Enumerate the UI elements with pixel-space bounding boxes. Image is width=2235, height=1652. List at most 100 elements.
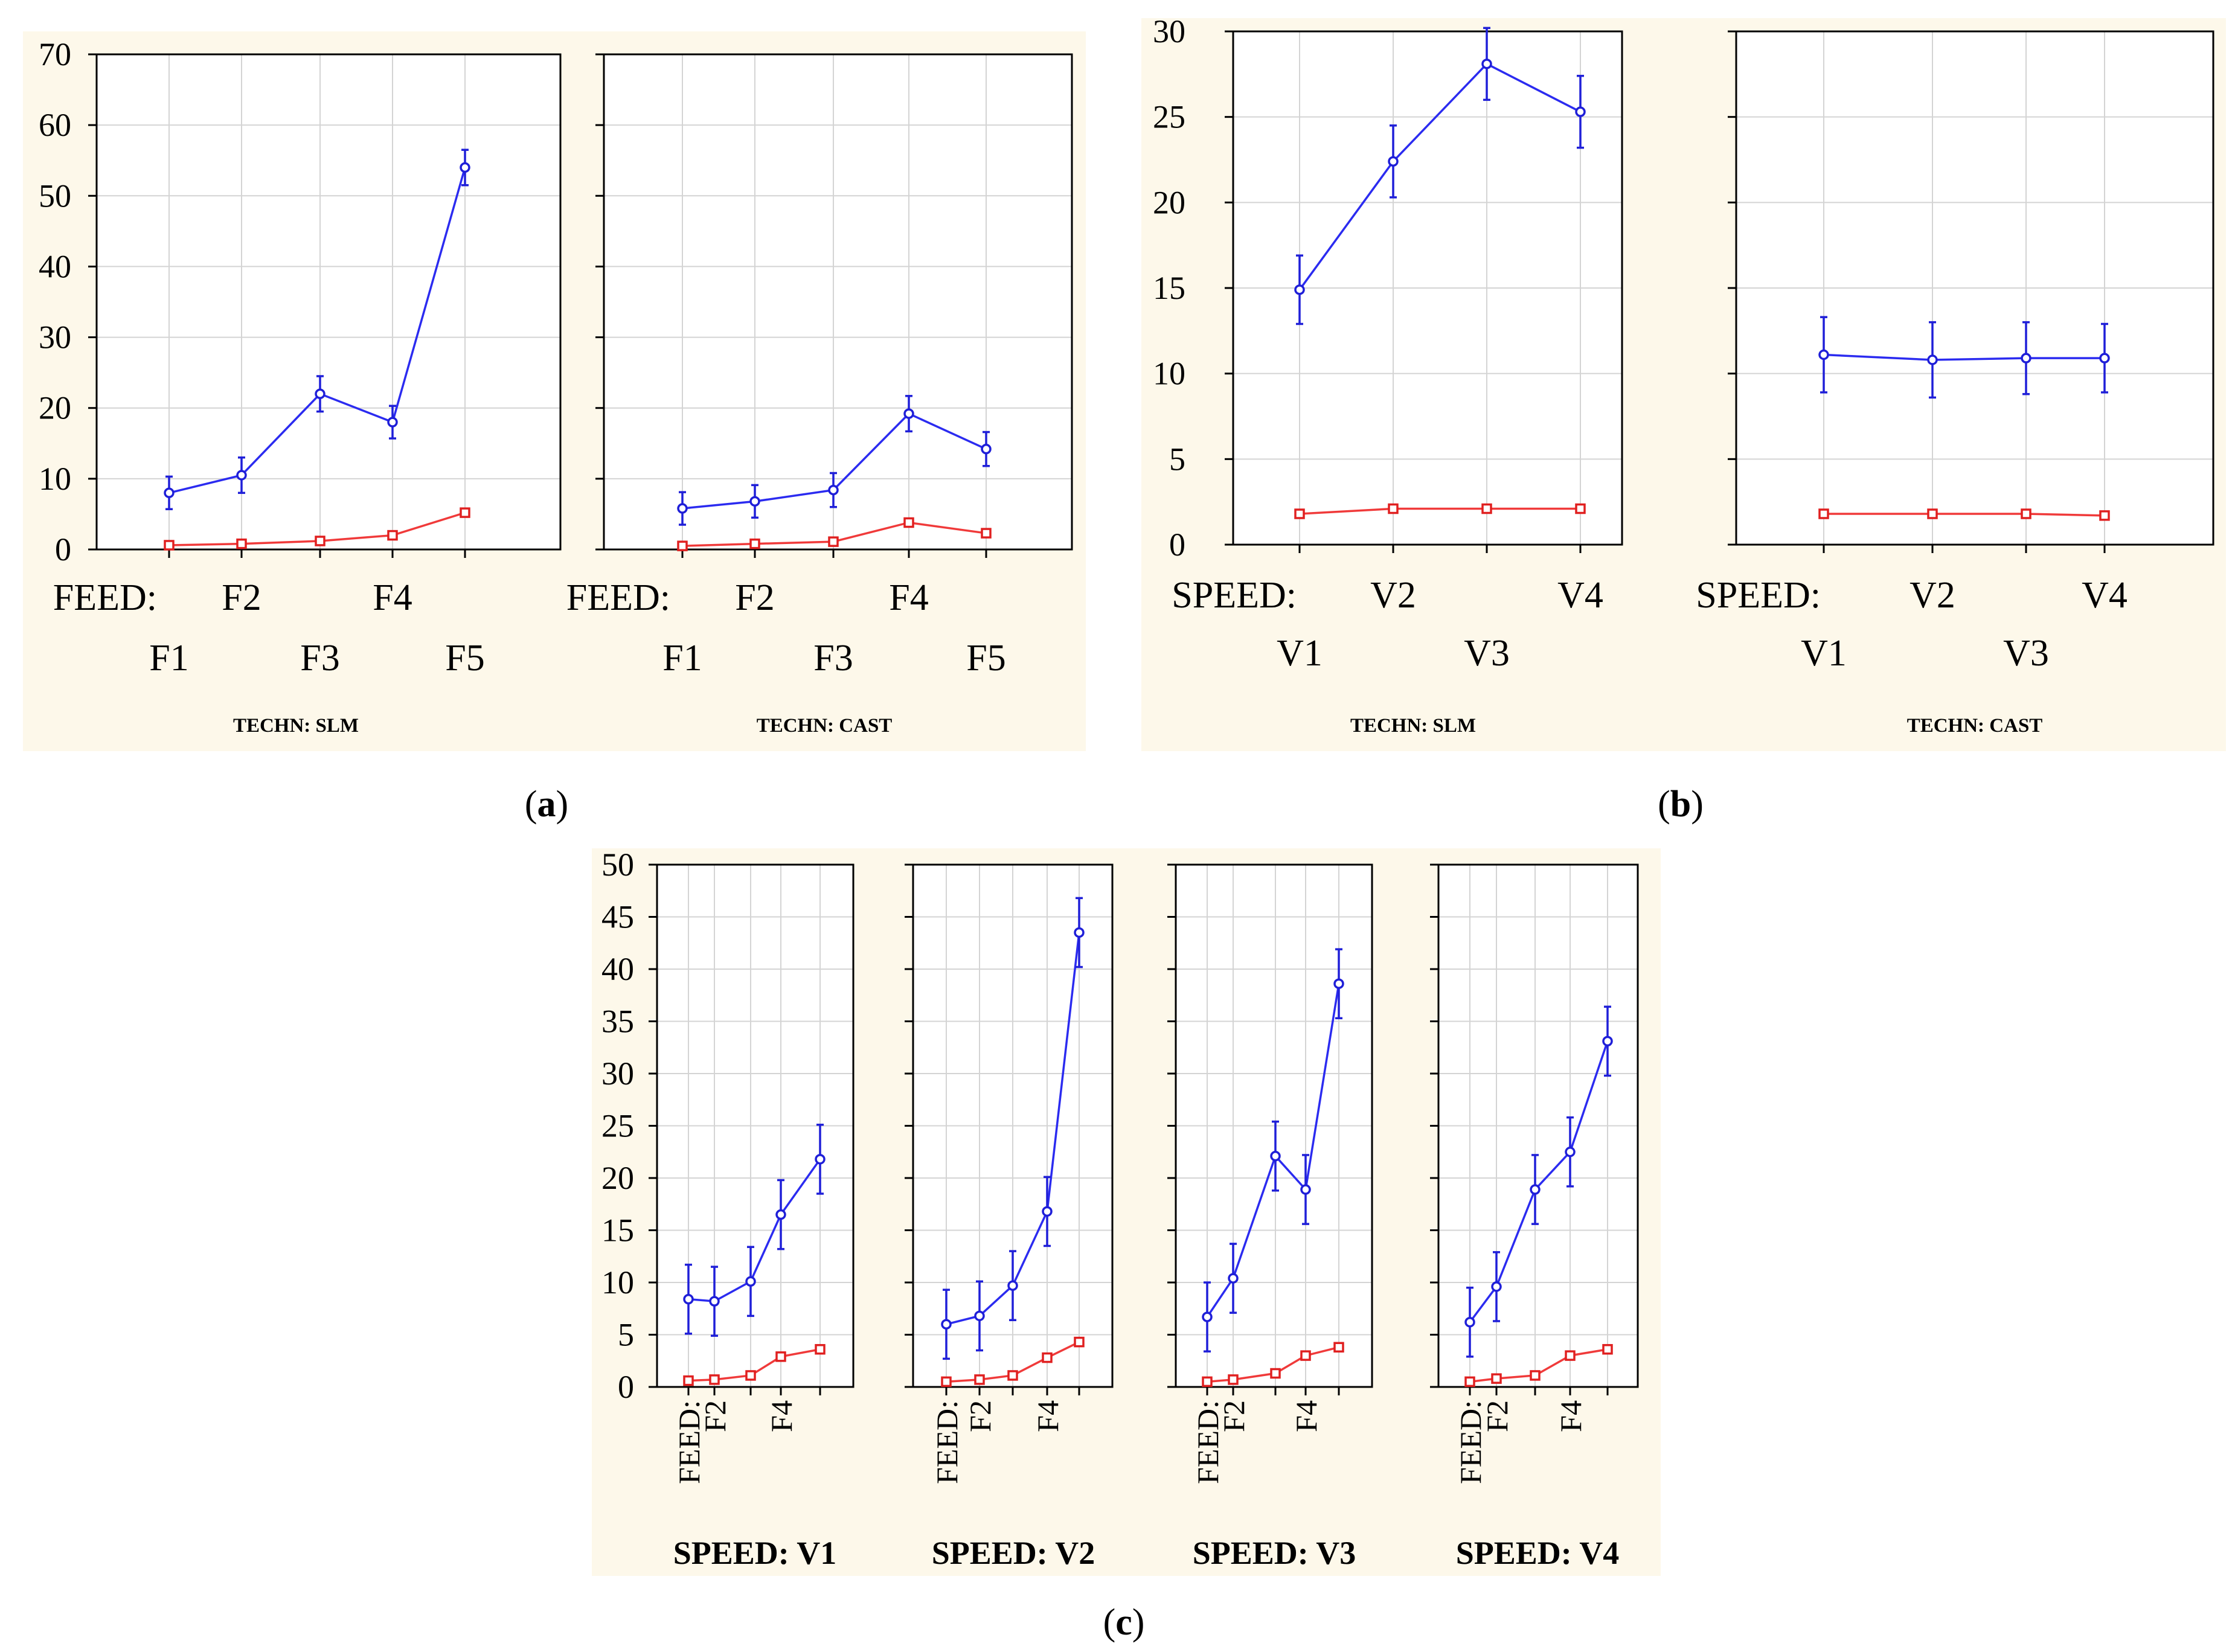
data-point-red: [828, 536, 839, 547]
plot-border: [95, 53, 562, 551]
x-tick-label: F4: [1554, 1400, 1588, 1432]
y-tick-label: 45: [601, 899, 634, 935]
x-tick-label: V3: [1464, 633, 1510, 674]
data-point-blue: [1294, 284, 1305, 295]
x-tick-label: F2: [222, 577, 261, 618]
data-point-red: [2099, 510, 2110, 521]
x-axis-prefix: SPEED:: [1696, 575, 1821, 616]
data-point-blue: [745, 1276, 756, 1287]
x-axis-prefix: SPEED:: [1172, 575, 1297, 616]
plot-border: [656, 863, 855, 1388]
panel-label: SPEED: V2: [932, 1535, 1095, 1571]
panel-label: SPEED: V4: [1456, 1535, 1620, 1571]
y-tick-label: 5: [1169, 441, 1185, 477]
data-point-red: [1042, 1352, 1053, 1363]
data-point-blue: [815, 1154, 826, 1165]
x-tick-label: F1: [149, 638, 188, 679]
data-point-red: [974, 1374, 985, 1385]
data-point-blue: [709, 1296, 720, 1307]
x-tick-label: V1: [1277, 633, 1323, 674]
y-tick-label: 70: [39, 36, 71, 72]
data-point-red: [1464, 1376, 1475, 1388]
data-point-blue: [2021, 353, 2031, 363]
data-point-blue: [460, 162, 470, 173]
plot-border: [1735, 30, 2214, 546]
data-point-blue: [1007, 1280, 1018, 1291]
y-tick-label: 20: [601, 1160, 634, 1196]
x-axis-prefix: FEED:: [566, 577, 670, 618]
y-tick-label: 25: [601, 1108, 634, 1144]
data-point-blue: [903, 408, 914, 419]
y-tick-label: 20: [39, 390, 71, 426]
x-tick-label: F4: [765, 1400, 798, 1432]
data-point-red: [460, 507, 470, 518]
x-tick-label: F4: [373, 577, 412, 618]
data-point-blue: [683, 1293, 694, 1305]
data-point-red: [1602, 1343, 1613, 1355]
panel-label: TECHN: CAST: [757, 715, 893, 737]
x-axis-prefix: FEED:: [53, 577, 157, 618]
x-tick-label: F2: [735, 577, 774, 618]
data-point-red: [1388, 503, 1399, 514]
y-tick-label: 0: [55, 531, 71, 568]
data-point-blue: [775, 1209, 786, 1220]
x-tick-label: F4: [1289, 1400, 1323, 1432]
chart-c-panel-1: 0 5 10 15 20 25 30 35 40 45 50 FEED:F2 F4 SPEED: V1: [601, 847, 855, 1571]
plot-border: [1437, 863, 1639, 1388]
x-tick-label: V4: [2082, 575, 2128, 616]
plot-border: [912, 863, 1114, 1388]
data-point-blue: [1300, 1184, 1311, 1195]
data-point-blue: [236, 470, 247, 481]
data-point-blue: [1270, 1150, 1281, 1162]
data-point-blue: [1530, 1184, 1541, 1195]
data-point-red: [1228, 1374, 1239, 1385]
data-point-red: [164, 540, 175, 551]
chart-c-panel-4: FEED:F2 F4 SPEED: V4: [1430, 863, 1639, 1571]
x-tick-label: V1: [1801, 633, 1847, 674]
data-point-red: [1818, 508, 1829, 519]
data-point-blue: [1818, 349, 1829, 360]
data-point-red: [677, 540, 688, 551]
y-tick-label: 60: [39, 107, 71, 143]
data-point-red: [1270, 1368, 1281, 1379]
chart-b-panel-2: SPEED: V1 V2 V3 V4 TECHN: CAST: [1696, 30, 2214, 737]
caption-a-letter: a: [537, 784, 556, 825]
x-tick-label: V3: [2003, 633, 2049, 674]
x-axis-prefix: FEED:: [1454, 1400, 1487, 1484]
data-point-blue: [315, 388, 325, 400]
y-tick-label: 10: [39, 461, 71, 497]
y-tick-label: 15: [601, 1212, 634, 1249]
data-point-red: [709, 1374, 720, 1385]
data-point-red: [315, 536, 325, 546]
data-point-red: [903, 517, 914, 528]
plot-frame: [95, 53, 562, 551]
data-point-red: [815, 1343, 826, 1355]
data-point-blue: [1388, 156, 1399, 167]
y-tick-label: 10: [1153, 356, 1185, 392]
chart-a-panel-2: FEED: F1 F2 F3 F4 F5 TECHN: CAST: [566, 53, 1073, 737]
x-tick-label: V2: [1370, 575, 1416, 616]
caption-a: (a): [525, 784, 568, 825]
plot-border: [603, 53, 1073, 551]
data-point-blue: [981, 443, 992, 455]
chart-b-panel-1: 0 5 10 15 20 25 30 SPEED: V1 V2 V3 V4 TECHN: SLM: [1153, 13, 1623, 737]
data-point-blue: [828, 484, 839, 496]
x-tick-label: F4: [1031, 1400, 1065, 1432]
data-point-red: [1491, 1373, 1502, 1384]
data-point-red: [387, 530, 398, 541]
data-point-red: [745, 1370, 756, 1381]
x-axis-prefix: FEED:: [672, 1400, 706, 1484]
caption-b: (b): [1658, 784, 1704, 825]
data-point-red: [1575, 503, 1586, 514]
y-tick-label: 5: [618, 1317, 634, 1353]
caption-c: (c): [1103, 1602, 1145, 1643]
data-point-blue: [1202, 1311, 1213, 1322]
x-tick-label: F3: [813, 638, 853, 679]
caption-c-letter: c: [1115, 1602, 1132, 1643]
data-point-red: [236, 538, 247, 549]
data-point-blue: [1333, 978, 1344, 989]
data-point-red: [981, 528, 992, 539]
data-point-red: [749, 538, 760, 549]
panel-label: TECHN: CAST: [1907, 715, 2043, 737]
x-tick-label: F2: [1217, 1400, 1251, 1432]
